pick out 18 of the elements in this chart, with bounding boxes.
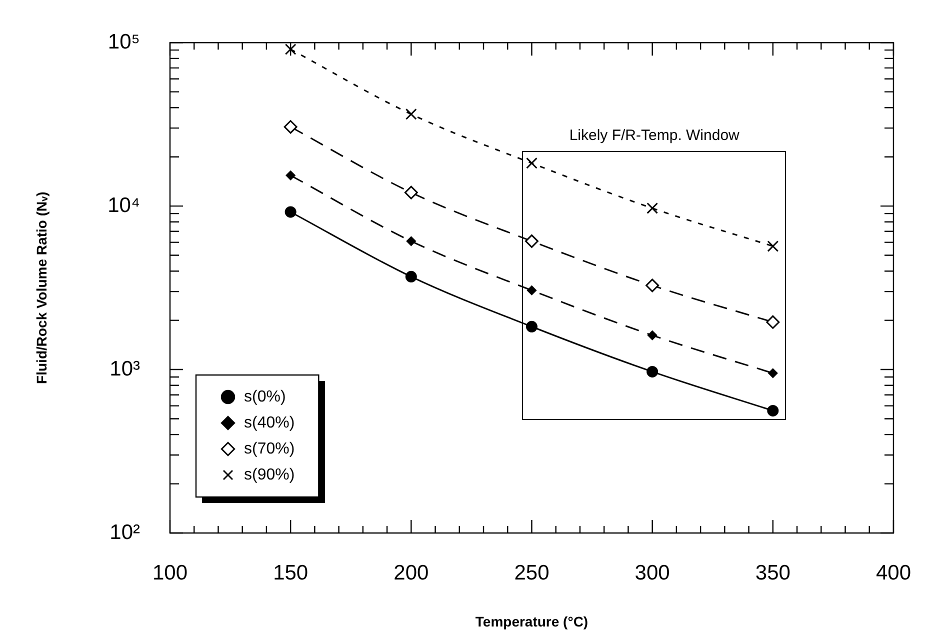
x-axis-title: Temperature (°C) bbox=[475, 613, 588, 630]
y-tick-label: 10³ bbox=[110, 357, 140, 380]
x-tick-label: 100 bbox=[152, 561, 188, 584]
legend-label: s(70%) bbox=[244, 440, 295, 458]
legend-label: s(90%) bbox=[244, 466, 295, 484]
annotation: Likely F/R-Temp. Window bbox=[569, 126, 740, 144]
y-tick-label: 10⁵ bbox=[108, 30, 140, 54]
legend-label: s(40%) bbox=[244, 414, 295, 432]
legend-label: s(0%) bbox=[244, 388, 286, 406]
y-axis-title: Fluid/Rock Volume Ratio (Nᵥ) bbox=[33, 192, 50, 384]
x-tick-label: 200 bbox=[394, 561, 429, 584]
x-tick-label: 150 bbox=[273, 561, 308, 584]
x-tick-label: 300 bbox=[634, 561, 670, 584]
x-tick-label: 400 bbox=[876, 561, 912, 584]
y-tick-label: 10⁴ bbox=[108, 194, 140, 217]
x-tick-label: 250 bbox=[514, 561, 550, 584]
y-tick-label: 10² bbox=[110, 520, 140, 544]
x-tick-label: 350 bbox=[755, 561, 790, 584]
